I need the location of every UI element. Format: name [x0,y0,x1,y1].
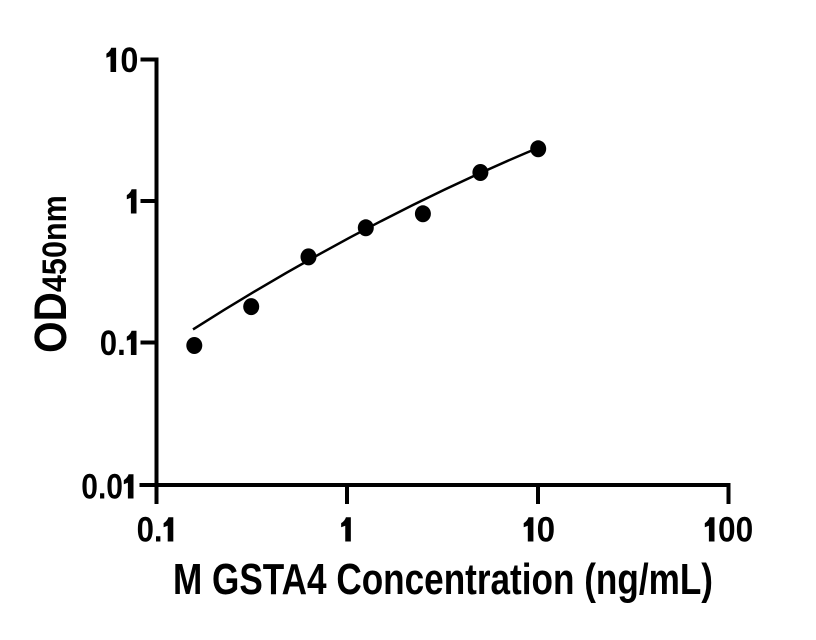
svg-text:OD450nm: OD450nm [26,195,76,353]
svg-text:0: 0 [537,510,556,550]
svg-text:0.: 0. [137,510,163,550]
svg-text:M GSTA4 Concentration (ng/mL): M GSTA4 Concentration (ng/mL) [173,556,713,604]
svg-text:00: 00 [718,510,753,550]
svg-text:0.: 0. [100,323,126,363]
svg-text:0.0: 0.0 [81,467,123,507]
svg-text:0: 0 [120,40,138,80]
